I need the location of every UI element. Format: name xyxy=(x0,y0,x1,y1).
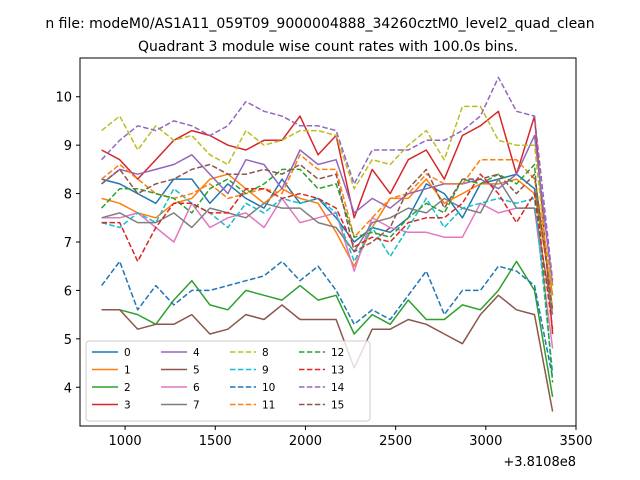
legend-label-6: 6 xyxy=(193,382,200,394)
x-tick-label-2: 2000 xyxy=(289,434,322,449)
series-line-15 xyxy=(101,163,554,310)
y-tick-label-4: 8 xyxy=(64,188,72,203)
series-line-2 xyxy=(101,260,554,398)
legend-label-12: 12 xyxy=(331,347,344,359)
series-line-6 xyxy=(101,197,554,349)
series-line-7 xyxy=(101,178,554,315)
x-tick-label-1: 1500 xyxy=(199,434,232,449)
series-line-9 xyxy=(101,187,554,373)
legend-label-4: 4 xyxy=(193,347,200,359)
legend-label-7: 7 xyxy=(193,400,200,412)
x-tick-label-0: 1000 xyxy=(109,434,142,449)
legend-label-9: 9 xyxy=(262,365,269,377)
x-offset-label: +3.8108e8 xyxy=(503,455,576,470)
x-axis: 1000 1500 2000 2500 3000 3500 xyxy=(109,426,593,449)
y-tick-label-2: 6 xyxy=(64,284,72,299)
legend-label-13: 13 xyxy=(331,365,344,377)
series-line-10 xyxy=(100,260,554,378)
legend-label-14: 14 xyxy=(331,382,345,394)
series-layer xyxy=(100,76,554,412)
series-line-0 xyxy=(101,173,554,296)
legend-label-10: 10 xyxy=(262,382,275,394)
y-tick-label-0: 4 xyxy=(64,381,72,396)
x-tick-label-5: 3500 xyxy=(559,434,592,449)
series-line-3 xyxy=(101,110,554,335)
series-line-8 xyxy=(101,105,554,310)
legend-label-3: 3 xyxy=(124,400,131,412)
legend-label-8: 8 xyxy=(262,347,269,359)
x-tick-label-3: 2500 xyxy=(379,434,412,449)
series-line-11 xyxy=(101,154,554,286)
y-axis: 4 5 6 7 8 9 10 xyxy=(55,91,80,396)
x-tick-label-4: 3000 xyxy=(469,434,502,449)
series-line-12 xyxy=(101,163,554,383)
y-tick-label-1: 5 xyxy=(64,333,72,348)
chart-title: Quadrant 3 module wise count rates with … xyxy=(138,39,518,55)
legend-label-15: 15 xyxy=(331,400,344,412)
legend-box xyxy=(85,340,371,422)
y-tick-label-5: 9 xyxy=(64,139,72,154)
series-line-5 xyxy=(101,294,554,412)
y-tick-label-3: 7 xyxy=(64,236,72,251)
legend-label-11: 11 xyxy=(262,400,275,412)
legend-label-0: 0 xyxy=(124,347,131,359)
legend-label-5: 5 xyxy=(193,365,200,377)
legend-label-1: 1 xyxy=(124,365,131,377)
chart-suptitle: n file: modeM0/AS1A11_059T09_9000004888_… xyxy=(45,16,594,32)
series-line-14 xyxy=(101,76,554,281)
legend-label-2: 2 xyxy=(124,382,131,394)
y-tick-label-6: 10 xyxy=(55,91,72,106)
series-line-1 xyxy=(101,173,554,296)
